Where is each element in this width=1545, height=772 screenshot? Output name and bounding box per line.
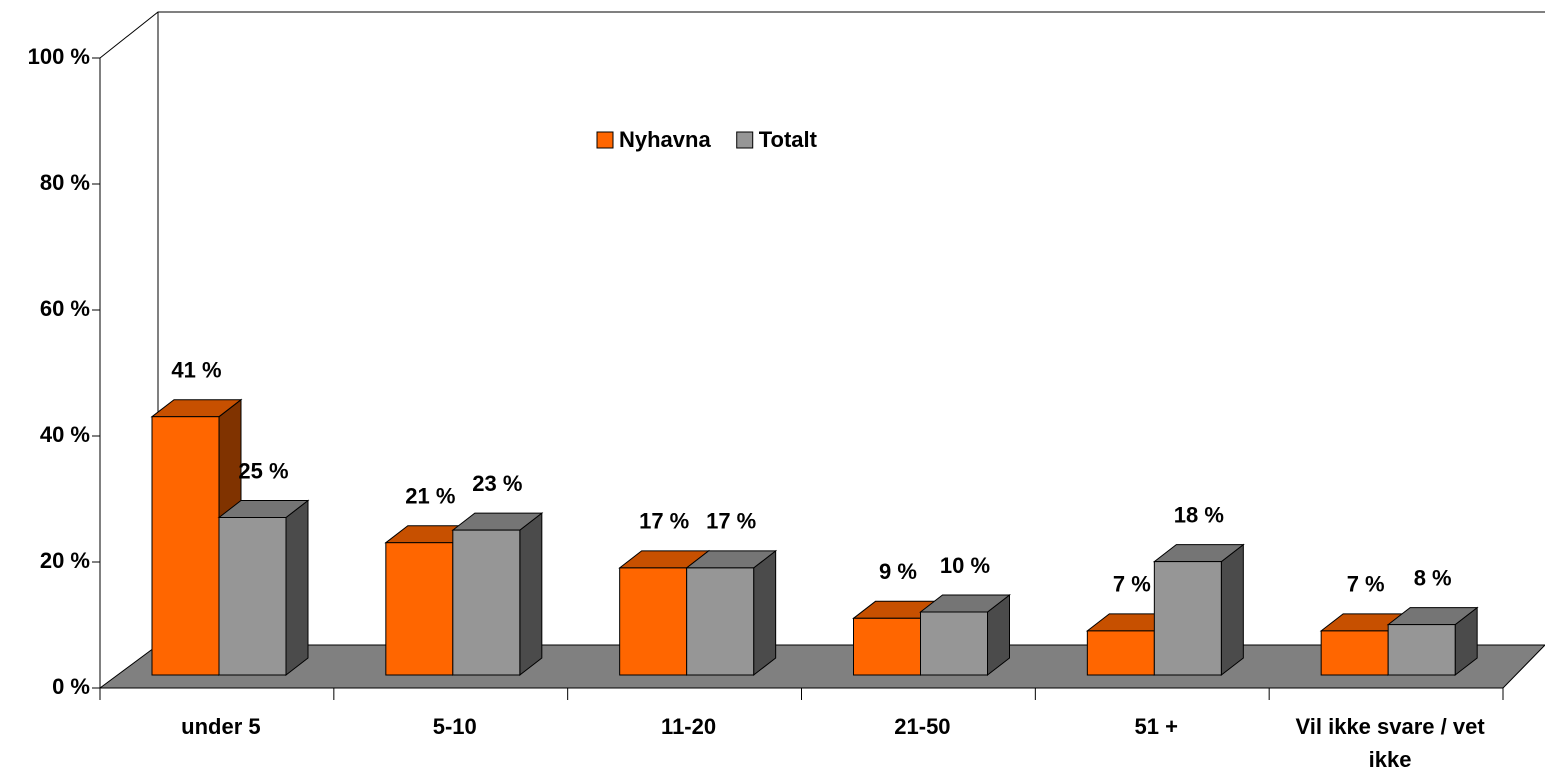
y-tick-label: 0 %: [52, 674, 90, 699]
x-tick-label: under 5: [181, 714, 261, 739]
bar: [1387, 624, 1456, 676]
bar: [1153, 561, 1222, 676]
bar: [1320, 630, 1389, 676]
legend-label: Totalt: [759, 127, 818, 152]
x-tick-label: 11-20: [661, 714, 717, 739]
data-label: 8 %: [1414, 565, 1452, 590]
bar: [1086, 630, 1155, 676]
y-tick-back: [100, 390, 158, 436]
x-tick-label: 5-10: [432, 714, 477, 739]
bar: [385, 542, 454, 676]
data-label: 10 %: [940, 553, 990, 578]
y-tick-label: 40 %: [40, 422, 90, 447]
data-label: 21 %: [405, 484, 455, 509]
bar: [920, 611, 988, 676]
y-tick-back: [100, 138, 158, 184]
y-tick-label: 20 %: [40, 548, 90, 573]
bar: [619, 567, 688, 676]
bar-side: [285, 499, 309, 677]
x-tick-label: Vil ikke svare / vet ikke: [1295, 714, 1485, 772]
bar: [686, 567, 755, 676]
bar: [853, 617, 921, 676]
legend-swatch: [596, 131, 614, 149]
data-label: 41 %: [171, 358, 221, 383]
bar-side: [1220, 543, 1244, 677]
data-label: 7 %: [1347, 572, 1385, 597]
bar-side: [519, 512, 543, 677]
data-label: 18 %: [1174, 502, 1224, 527]
legend-label: Nyhavna: [619, 127, 711, 152]
back-wall: [99, 11, 1545, 59]
bar: [151, 416, 220, 676]
bar: [452, 529, 521, 676]
data-label: 9 %: [879, 559, 917, 584]
y-tick-back: [100, 516, 158, 562]
bar: [218, 517, 287, 676]
y-tick-label: 80 %: [40, 170, 90, 195]
y-tick-label: 100 %: [28, 44, 90, 69]
data-label: 17 %: [706, 509, 756, 534]
x-tick-label: 51 +: [1134, 714, 1178, 739]
legend-swatch: [736, 131, 754, 149]
y-tick-label: 60 %: [40, 296, 90, 321]
data-label: 25 %: [238, 458, 288, 483]
data-label: 17 %: [639, 509, 689, 534]
data-label: 23 %: [472, 471, 522, 496]
x-tick-label: 21-50: [894, 714, 951, 739]
y-tick-back: [100, 264, 158, 310]
bar-side: [753, 549, 777, 677]
data-label: 7 %: [1113, 572, 1151, 597]
